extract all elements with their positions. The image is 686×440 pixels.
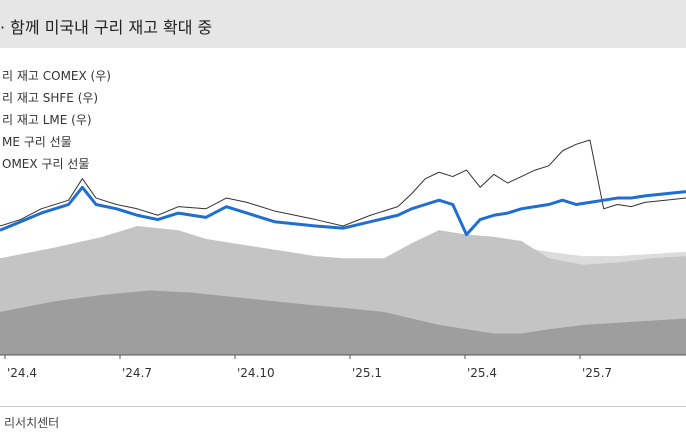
x-tick-label-5: '25.7: [582, 366, 612, 380]
line-series-4: [0, 185, 686, 237]
chart-title: · 함께 미국내 구리 재고 확대 중: [0, 18, 213, 37]
x-axis-ticks: '24.4 '24.7 '24.10 '25.1 '25.4 '25.7: [4, 355, 612, 380]
x-tick-label-0: '24.4: [7, 366, 37, 380]
plot-area: [0, 139, 686, 355]
legend-item-3: ME 구리 선물: [2, 135, 72, 149]
title-bar: · 함께 미국내 구리 재고 확대 중: [0, 0, 686, 48]
legend-item-0: 리 재고 COMEX (우): [2, 69, 111, 83]
legend-item-2: 리 재고 LME (우): [2, 113, 92, 127]
source-divider: [0, 406, 686, 407]
x-tick-label-4: '25.4: [467, 366, 497, 380]
x-tick-label-3: '25.1: [352, 366, 382, 380]
area-series-2: [0, 290, 686, 355]
legend-item-1: 리 재고 SHFE (우): [2, 91, 98, 105]
legend: 리 재고 COMEX (우) 리 재고 SHFE (우) 리 재고 LME (우) M…: [2, 69, 111, 171]
x-tick-label-1: '24.7: [122, 366, 152, 380]
line-series-3: [0, 139, 686, 227]
source-note: 리서치센터: [4, 416, 60, 430]
chart: 리 재고 COMEX (우) 리 재고 SHFE (우) 리 재고 LME (우) M…: [0, 69, 686, 380]
x-tick-label-2: '24.10: [237, 366, 275, 380]
legend-item-4: OMEX 구리 선물: [2, 157, 89, 171]
